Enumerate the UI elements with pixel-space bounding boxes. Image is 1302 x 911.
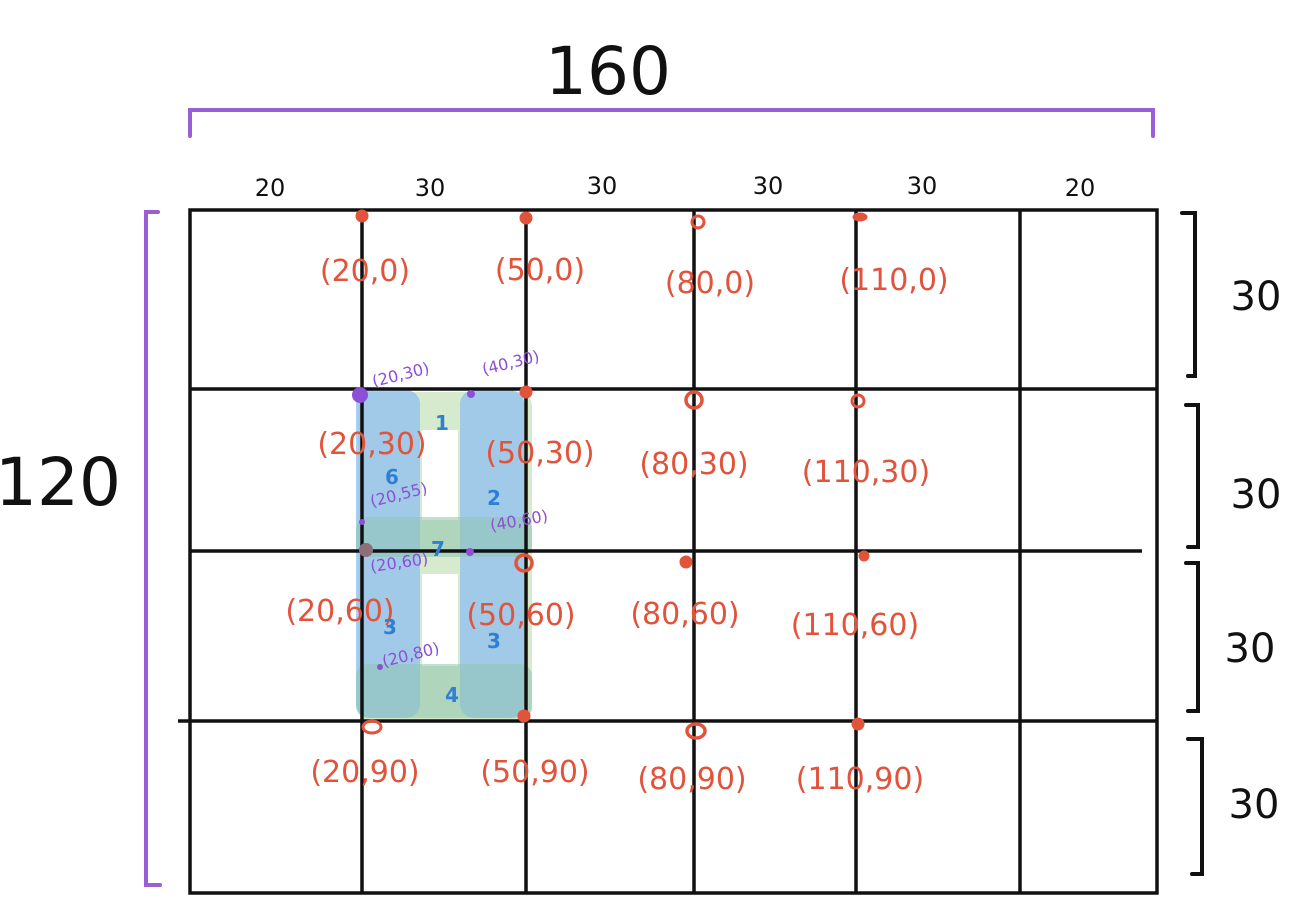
purple-markers	[352, 387, 475, 670]
region-number: 2	[487, 486, 501, 510]
coordinate-label: (50,30)	[485, 436, 594, 471]
region-number: 6	[385, 465, 399, 489]
coordinate-label: (110,90)	[796, 762, 924, 797]
coordinate-label: (20,60)	[285, 594, 394, 629]
row-height-label: 30	[1231, 472, 1282, 518]
row-height-label: 30	[1229, 782, 1280, 828]
row-bracket	[1184, 403, 1200, 549]
grid-lines	[178, 208, 1159, 895]
region-number: 3	[487, 629, 501, 653]
purple-coordinate-label: (20,30)	[370, 358, 431, 391]
column-width-label: 30	[587, 172, 618, 200]
coordinate-label: (50,90)	[480, 755, 589, 790]
column-width-label: 30	[907, 172, 938, 200]
column-width-label: 20	[255, 174, 286, 202]
coordinate-label: (80,60)	[630, 597, 739, 632]
coordinate-label: (50,60)	[466, 598, 575, 633]
total-height-label: 120	[0, 444, 121, 521]
left-height-bracket	[144, 210, 162, 887]
column-width-label: 30	[753, 172, 784, 200]
coordinate-label: (110,60)	[791, 608, 919, 643]
coordinate-label: (80,90)	[637, 762, 746, 797]
row-height-label: 30	[1231, 274, 1282, 320]
coordinate-label: (20,90)	[310, 755, 419, 790]
row-bracket	[1184, 561, 1200, 713]
region-number: 1	[435, 411, 449, 435]
total-width-label: 160	[545, 33, 671, 110]
purple-coordinate-label: (40,30)	[480, 346, 541, 379]
row-bracket	[1186, 737, 1204, 876]
coordinate-label: (80,0)	[665, 266, 755, 301]
coordinate-label: (20,30)	[317, 427, 426, 462]
coordinate-label: (50,0)	[495, 253, 585, 288]
row-bracket	[1180, 211, 1197, 378]
region-number: 3	[383, 615, 397, 639]
row-height-label: 30	[1225, 626, 1276, 672]
intersection-markers	[355, 209, 870, 740]
top-width-bracket	[188, 108, 1155, 138]
coordinate-label: (110,0)	[839, 263, 948, 298]
highlight-region	[356, 390, 532, 722]
coordinate-label: (80,30)	[639, 447, 748, 482]
column-width-label: 30	[415, 174, 446, 202]
region-number: 7	[431, 537, 445, 561]
coordinate-label: (110,30)	[802, 455, 930, 490]
region-number: 4	[445, 683, 459, 707]
coordinate-label: (20,0)	[320, 254, 410, 289]
column-width-label: 20	[1065, 174, 1096, 202]
